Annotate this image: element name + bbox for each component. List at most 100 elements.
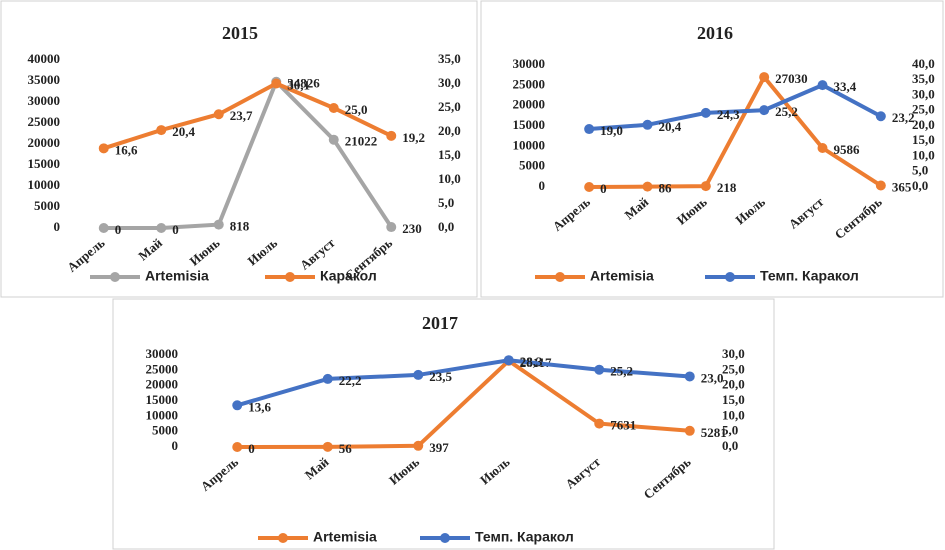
y2-tick-label: 35,0: [438, 51, 461, 66]
y-tick-label: 5000: [152, 423, 178, 438]
data-label: 0: [248, 441, 255, 456]
data-label: 28,3: [520, 354, 543, 369]
y-tick-label: 5000: [34, 198, 60, 213]
data-label: 86: [659, 181, 673, 196]
point: [271, 78, 282, 89]
y-tick-label: 20000: [146, 377, 179, 392]
y2-tick-label: 35,0: [912, 71, 935, 86]
point: [594, 418, 605, 429]
chart-title: 2017: [422, 313, 458, 333]
data-label: 22,2: [339, 373, 362, 388]
y-tick-label: 0: [172, 438, 179, 453]
x-tick-label: Август: [562, 454, 603, 492]
series-line: [237, 358, 690, 449]
legend-marker: [440, 533, 450, 543]
point: [759, 105, 770, 116]
data-label: 23,7: [230, 108, 253, 123]
y2-tick-label: 25,0: [722, 361, 745, 376]
x-tick-label: Июль: [244, 235, 280, 268]
point: [817, 80, 828, 91]
y-tick-label: 10000: [146, 407, 179, 422]
data-label: 0: [600, 181, 607, 196]
y2-tick-label: 0,0: [438, 219, 454, 234]
y2-tick-label: 30,0: [912, 86, 935, 101]
y-tick-label: 15000: [146, 392, 179, 407]
y2-tick-label: 20,0: [722, 377, 745, 392]
x-tick-label: Август: [786, 194, 827, 232]
data-label: 0: [115, 222, 122, 237]
point: [98, 223, 109, 233]
point: [817, 143, 828, 154]
x-tick-label: Май: [622, 194, 652, 223]
data-label: 25,2: [610, 364, 633, 379]
y-tick-label: 20000: [28, 135, 61, 150]
y2-tick-label: 5,0: [722, 423, 738, 438]
point: [328, 134, 339, 145]
data-label: 16,6: [115, 142, 138, 157]
legend-marker: [555, 272, 565, 282]
point: [642, 181, 653, 192]
data-label: 9586: [834, 142, 861, 157]
data-label: 7631: [610, 418, 636, 433]
y-tick-label: 30000: [28, 93, 61, 108]
point: [584, 124, 595, 135]
y-tick-label: 20000: [513, 97, 546, 112]
x-tick-label: Июнь: [386, 454, 422, 488]
point: [156, 125, 167, 136]
point: [213, 219, 224, 230]
point: [584, 182, 595, 192]
series-line: [589, 73, 882, 189]
x-tick-label: Сентябрь: [832, 194, 885, 242]
x-tick-label: Май: [302, 454, 332, 483]
y2-tick-label: 15,0: [912, 132, 935, 147]
y2-tick-label: 25,0: [912, 102, 935, 117]
legend-label: Artemisia: [590, 268, 654, 284]
data-label: 397: [429, 440, 449, 455]
x-tick-label: Май: [135, 235, 165, 264]
y2-tick-label: 30,0: [722, 346, 745, 361]
point: [98, 143, 109, 154]
y-tick-label: 40000: [28, 51, 61, 66]
y2-tick-label: 40,0: [912, 56, 935, 71]
chart-frame: [480, 0, 944, 298]
x-tick-label: Июнь: [187, 235, 223, 269]
data-label: 365: [892, 180, 912, 195]
y-tick-label: 25000: [513, 76, 546, 91]
legend-marker: [285, 272, 295, 282]
chart-title: 2016: [697, 23, 733, 43]
series-line: [589, 82, 882, 132]
data-label: 25,2: [775, 104, 798, 119]
series-line: [103, 81, 393, 151]
y-tick-label: 25000: [146, 361, 179, 376]
data-label: 33,4: [834, 79, 857, 94]
data-label: 13,6: [248, 399, 271, 414]
data-label: 23,0: [701, 370, 724, 385]
chart-title: 2015: [222, 23, 258, 43]
point: [875, 180, 886, 191]
legend-label: Темп. Каракол: [760, 268, 859, 284]
y2-tick-label: 15,0: [722, 392, 745, 407]
point: [700, 107, 711, 118]
data-label: 23,2: [892, 110, 915, 125]
y2-tick-label: 25,0: [438, 99, 461, 114]
x-tick-label: Апрель: [64, 235, 107, 275]
x-tick-label: Июль: [732, 194, 768, 227]
y2-tick-label: 20,0: [438, 123, 461, 138]
data-label: 30,1: [287, 78, 310, 93]
data-label: 34826: [287, 76, 320, 91]
point: [232, 442, 243, 452]
point: [413, 440, 424, 451]
point: [322, 441, 333, 452]
data-label: 20,4: [659, 119, 682, 134]
y-tick-label: 30000: [146, 346, 179, 361]
x-tick-label: Апрель: [198, 454, 241, 494]
y2-tick-label: 5,0: [912, 163, 928, 178]
y-tick-label: 10000: [28, 177, 61, 192]
legend-label: Artemisia: [313, 529, 377, 545]
data-label: 218: [717, 180, 737, 195]
y2-tick-label: 10,0: [722, 407, 745, 422]
data-label: 56: [339, 441, 353, 456]
legend-marker: [278, 533, 288, 543]
point: [875, 111, 886, 122]
